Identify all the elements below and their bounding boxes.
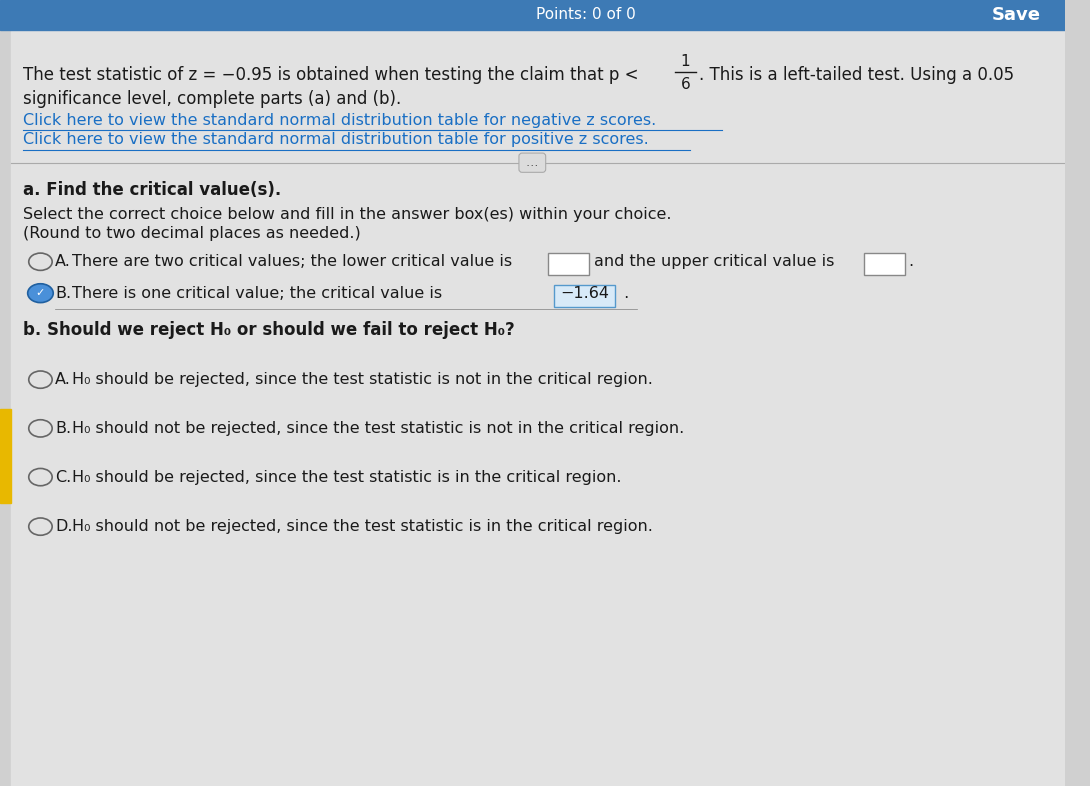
- Text: A.: A.: [56, 372, 71, 387]
- FancyBboxPatch shape: [864, 253, 905, 275]
- Text: Points: 0 of 0: Points: 0 of 0: [535, 7, 635, 23]
- Text: H₀ should not be rejected, since the test statistic is in the critical region.: H₀ should not be rejected, since the tes…: [72, 519, 653, 534]
- FancyBboxPatch shape: [554, 285, 616, 307]
- Text: (Round to two decimal places as needed.): (Round to two decimal places as needed.): [23, 226, 361, 241]
- Text: significance level, complete parts (a) and (b).: significance level, complete parts (a) a…: [23, 90, 402, 108]
- FancyBboxPatch shape: [0, 0, 1065, 30]
- Text: The test statistic of z = −0.95 is obtained when testing the claim that p <: The test statistic of z = −0.95 is obtai…: [23, 66, 644, 83]
- Text: H₀ should be rejected, since the test statistic is in the critical region.: H₀ should be rejected, since the test st…: [72, 469, 622, 485]
- Text: …: …: [522, 156, 543, 169]
- Text: b. Should we reject H₀ or should we fail to reject H₀?: b. Should we reject H₀ or should we fail…: [23, 321, 516, 339]
- FancyBboxPatch shape: [0, 409, 11, 503]
- Text: .: .: [618, 285, 629, 301]
- Text: and the upper critical value is: and the upper critical value is: [594, 254, 835, 270]
- Text: Click here to view the standard normal distribution table for negative z scores.: Click here to view the standard normal d…: [23, 112, 656, 128]
- Text: . This is a left-tailed test. Using a 0.05: . This is a left-tailed test. Using a 0.…: [700, 66, 1015, 83]
- Text: Click here to view the standard normal distribution table for positive z scores.: Click here to view the standard normal d…: [23, 132, 650, 148]
- Text: Select the correct choice below and fill in the answer box(es) within your choic: Select the correct choice below and fill…: [23, 207, 671, 222]
- Text: Save: Save: [992, 6, 1041, 24]
- Text: 1: 1: [681, 53, 690, 69]
- FancyBboxPatch shape: [548, 253, 589, 275]
- Text: H₀ should be rejected, since the test statistic is not in the critical region.: H₀ should be rejected, since the test st…: [72, 372, 653, 387]
- Text: 6: 6: [681, 76, 690, 92]
- Text: −1.64: −1.64: [560, 285, 609, 301]
- Text: D.: D.: [56, 519, 73, 534]
- Text: a. Find the critical value(s).: a. Find the critical value(s).: [23, 182, 281, 199]
- Text: ✓: ✓: [36, 288, 45, 298]
- Text: C.: C.: [56, 469, 72, 485]
- Text: A.: A.: [56, 254, 71, 270]
- FancyBboxPatch shape: [11, 31, 1065, 786]
- Text: There are two critical values; the lower critical value is: There are two critical values; the lower…: [72, 254, 512, 270]
- Text: B.: B.: [56, 421, 72, 436]
- Circle shape: [27, 284, 53, 303]
- Text: H₀ should not be rejected, since the test statistic is not in the critical regio: H₀ should not be rejected, since the tes…: [72, 421, 685, 436]
- Text: .: .: [908, 254, 913, 270]
- Text: B.: B.: [56, 285, 72, 301]
- Text: There is one critical value; the critical value is: There is one critical value; the critica…: [72, 285, 448, 301]
